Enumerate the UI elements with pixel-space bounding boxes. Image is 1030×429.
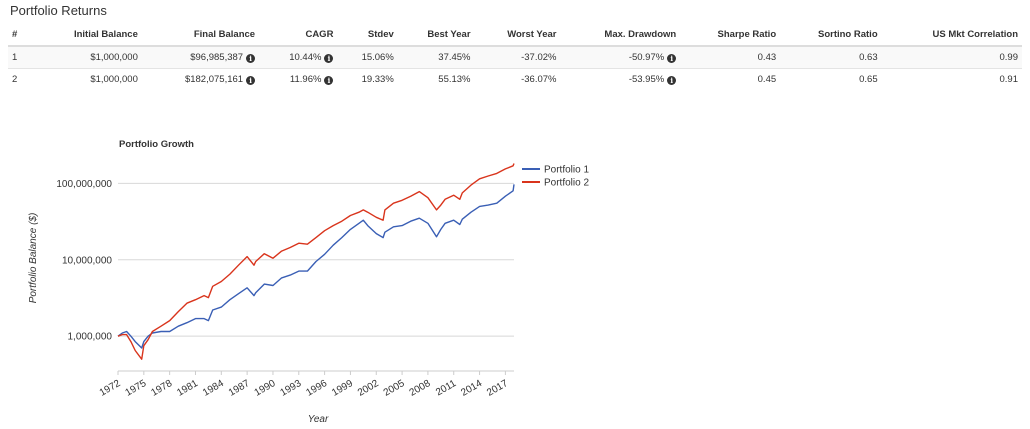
info-circle-icon[interactable]: i	[667, 76, 677, 85]
table-row: 2 $1,000,000 $182,075,161 i 11.96% i 19.33% 55.…	[8, 68, 1022, 90]
info-circle-icon[interactable]: i	[324, 54, 334, 63]
x-tick-label: 1981	[175, 378, 200, 399]
table-cell: -36.07%	[474, 68, 561, 90]
cell-value: 10.44%	[289, 52, 322, 63]
cell-value: $96,985,387	[190, 52, 244, 63]
cell-value: $1,000,000	[90, 74, 138, 85]
cell-value: 0.99	[999, 52, 1019, 63]
info-circle-icon[interactable]: i	[324, 76, 334, 85]
y-axis-label: Portfolio Balance ($)	[28, 213, 39, 304]
column-header: Sortino Ratio	[780, 24, 882, 47]
cell-value: 1	[12, 52, 18, 63]
cell-value: 11.96%	[289, 74, 322, 85]
portfolio-returns-table: # Initial Balance Final Balance CAGR Stdev Be…	[8, 24, 1022, 90]
cell-value: -53.95%	[628, 74, 665, 85]
y-tick-label: 10,000,000	[62, 255, 112, 266]
x-tick-label: 1972	[98, 378, 123, 399]
cell-value: 15.06%	[361, 52, 394, 63]
chart-title: Portfolio Growth	[119, 139, 194, 150]
cell-value: -37.02%	[521, 52, 557, 63]
y-tick-label: 100,000,000	[56, 179, 112, 190]
x-tick-label: 1999	[330, 378, 355, 399]
x-axis-label: Year	[308, 414, 329, 425]
cell-value: 2	[12, 74, 18, 85]
y-tick-label: 1,000,000	[68, 332, 113, 343]
cell-value: 0.43	[757, 52, 777, 63]
x-tick-label: 2002	[356, 378, 381, 399]
column-header: CAGR	[259, 24, 338, 47]
cell-value: 55.13%	[438, 74, 471, 85]
x-tick-label: 1990	[253, 378, 278, 399]
table-cell: $1,000,000	[34, 45, 142, 69]
x-tick-label: 1987	[227, 378, 252, 399]
chart-gridlines	[118, 182, 514, 337]
x-tick-label: 1993	[279, 378, 304, 399]
x-tick-label: 2011	[434, 378, 459, 398]
table-cell: 11.96% i	[259, 68, 338, 90]
x-tick-label: 2005	[382, 378, 407, 399]
x-tick-label: 2014	[459, 378, 484, 399]
table-cell: 55.13%	[397, 68, 475, 90]
table-cell: -50.97% i	[560, 45, 681, 69]
y-axis-ticks: 1,000,000 10,000,000 100,000,000	[56, 179, 112, 343]
cell-value: 0.63	[859, 52, 878, 63]
column-header: Worst Year	[474, 24, 561, 47]
table-cell: 0.65	[780, 68, 882, 90]
cell-value: 37.45%	[438, 52, 471, 63]
column-header: Initial Balance	[34, 24, 142, 47]
cell-value: 0.65	[859, 74, 878, 85]
x-tick-label: 1996	[304, 378, 329, 399]
column-header: Stdev	[337, 24, 398, 47]
chart-legend: Portfolio 1 Portfolio 2	[522, 165, 589, 189]
table-cell: $1,000,000	[34, 68, 142, 90]
x-tick-label: 2008	[408, 378, 433, 399]
series-lines	[117, 163, 515, 360]
table-cell: 0.91	[881, 68, 1022, 90]
section-title: Portfolio Returns	[10, 3, 107, 18]
table-cell: 2	[8, 68, 34, 90]
cell-value: $182,075,161	[184, 74, 244, 85]
table-cell: -37.02%	[474, 45, 561, 69]
portfolio-growth-chart: Portfolio Growth 1,000,000 10,000,000 100,…	[28, 139, 589, 425]
table-cell: 0.99	[881, 45, 1022, 69]
info-circle-icon[interactable]: i	[246, 76, 256, 85]
legend-label: Portfolio 1	[544, 165, 589, 176]
x-axis-ticks: 1972 1975 1978 1981 1984 1987 1990 1993 1996 1999…	[98, 371, 510, 399]
legend-label: Portfolio 2	[544, 178, 589, 189]
table-cell: $96,985,387 i	[141, 45, 260, 69]
cell-value: 0.91	[999, 74, 1019, 85]
cell-value: -36.07%	[521, 74, 557, 85]
x-tick-label: 1984	[201, 378, 226, 399]
table-cell: 15.06%	[337, 45, 398, 69]
table-cell: 0.43	[680, 45, 781, 69]
cell-value: 19.33%	[361, 74, 394, 85]
series-line-2	[117, 163, 515, 360]
table-row: 1 $1,000,000 $96,985,387 i 10.44% i 15.06% 37.4…	[8, 45, 1022, 69]
x-tick-label: 1978	[149, 378, 174, 399]
table-cell: -53.95% i	[560, 68, 681, 90]
table-cell: $182,075,161 i	[141, 68, 260, 90]
table-cell: 0.45	[680, 68, 781, 90]
series-line-1	[117, 184, 515, 349]
table-cell: 0.63	[780, 45, 882, 69]
table-cell: 37.45%	[397, 45, 475, 69]
column-header: Final Balance	[141, 24, 260, 47]
x-tick-label: 2017	[485, 378, 510, 399]
cell-value: -50.97%	[628, 52, 665, 63]
table-cell: 1	[8, 45, 34, 69]
x-tick-label: 1975	[124, 378, 149, 399]
column-header: Max. Drawdown	[560, 24, 681, 47]
cell-value: 0.45	[757, 74, 777, 85]
table-header-row: # Initial Balance Final Balance CAGR Stdev Be…	[8, 24, 1022, 47]
column-header: #	[8, 24, 34, 47]
column-header: Best Year	[397, 24, 475, 47]
table-cell: 19.33%	[337, 68, 398, 90]
info-circle-icon[interactable]: i	[667, 54, 677, 63]
cell-value: $1,000,000	[90, 52, 138, 63]
column-header: Sharpe Ratio	[680, 24, 781, 47]
info-circle-icon[interactable]: i	[246, 54, 256, 63]
table-cell: 10.44% i	[259, 45, 338, 69]
table-body: 1 $1,000,000 $96,985,387 i 10.44% i 15.06% 37.4…	[8, 45, 1022, 90]
column-header: US Mkt Correlation	[881, 24, 1022, 47]
